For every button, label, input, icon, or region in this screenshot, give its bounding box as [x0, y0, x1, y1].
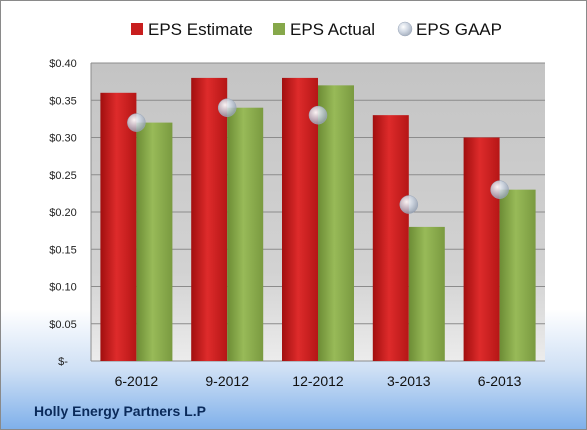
- bar-eps-actual: [318, 85, 354, 361]
- y-tick-label: $0.40: [49, 58, 77, 70]
- legend-eps-gaap: EPS GAAP: [397, 20, 502, 39]
- y-tick-label: $-: [58, 356, 68, 368]
- legend-eps-gaap-swatch: [397, 21, 413, 37]
- marker-eps-gaap: [490, 180, 509, 199]
- marker-eps-gaap: [217, 98, 237, 117]
- bar-eps-actual: [499, 189, 536, 361]
- x-tick-label: 12-2012: [292, 373, 344, 389]
- x-tick-label: 6-2013: [478, 373, 522, 389]
- bar-eps-actual: [136, 122, 173, 361]
- bar-eps-actual: [227, 107, 264, 361]
- y-tick-label: $0.30: [49, 133, 77, 145]
- x-tick-label: 3-2013: [387, 373, 431, 389]
- bar-eps-estimate: [282, 77, 318, 362]
- legend-eps-actual: EPS Actual: [273, 20, 375, 39]
- company-name: Holly Energy Partners L.P: [34, 403, 206, 419]
- legend-eps-estimate: EPS Estimate: [131, 20, 253, 39]
- y-tick-label: $0.10: [49, 282, 77, 294]
- bar-eps-estimate: [100, 92, 137, 362]
- marker-eps-gaap: [399, 195, 419, 214]
- bar-eps-actual: [408, 226, 445, 361]
- y-tick-label: $0.20: [49, 207, 77, 219]
- x-tick-label: 9-2012: [205, 373, 249, 389]
- x-tick-label: 6-2012: [115, 373, 159, 389]
- legend-eps-actual-label: EPS Actual: [290, 20, 375, 39]
- legend-eps-estimate-swatch: [131, 23, 143, 35]
- legend-eps-actual-swatch: [273, 23, 285, 35]
- y-tick-label: $0.35: [49, 95, 77, 107]
- bar-eps-estimate: [191, 77, 228, 362]
- y-tick-label: $0.05: [49, 319, 77, 331]
- legend-eps-estimate-label: EPS Estimate: [148, 20, 253, 39]
- bar-eps-estimate: [372, 115, 409, 362]
- y-tick-label: $0.25: [49, 170, 77, 182]
- marker-eps-gaap: [127, 113, 146, 132]
- y-tick-label: $0.15: [49, 244, 77, 256]
- marker-eps-gaap: [308, 105, 328, 125]
- legend-eps-gaap-label: EPS GAAP: [416, 20, 502, 39]
- bar-eps-estimate: [463, 137, 500, 361]
